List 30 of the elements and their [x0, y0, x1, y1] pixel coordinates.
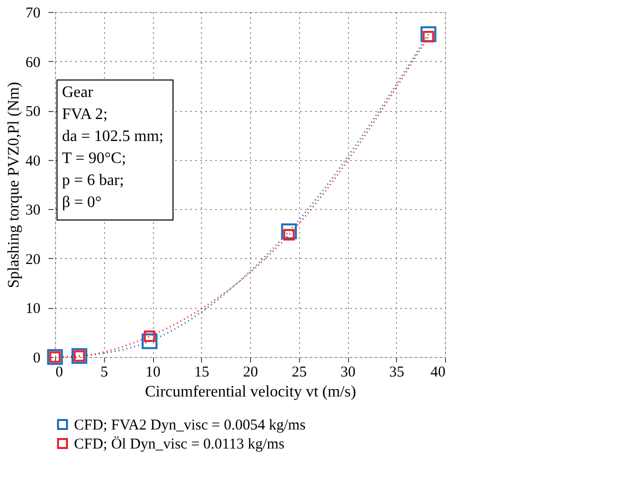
x-tick-label: 25	[292, 364, 307, 380]
point	[420, 26, 436, 42]
x-tick-label: 35	[389, 364, 404, 380]
y-tick-label: 20	[26, 252, 40, 268]
annotation: β = 0°	[62, 194, 102, 211]
x-tick-label: 40	[430, 364, 446, 380]
x-tick-label: 10	[146, 364, 160, 380]
point	[281, 223, 297, 240]
x-axis-title: Circumferential velocity vt (m/s)	[144, 384, 356, 400]
annotation: Gear	[62, 84, 94, 101]
annotation: T = 90°C;	[62, 150, 126, 167]
y-tick-label: 0	[33, 350, 40, 366]
x-tick-label: 0	[56, 364, 63, 380]
y-tick-label: 40	[26, 153, 40, 170]
point	[142, 333, 158, 350]
y-tick-label: 30	[26, 202, 40, 219]
y-tick-label: 60	[26, 54, 40, 71]
y-axis-title: Splashing torque PVZ0,Pl (Nm)	[6, 82, 22, 288]
annotation: FVA 2;	[62, 106, 108, 123]
x-tick-label: 30	[340, 364, 356, 380]
y-tick-label: 70	[26, 6, 40, 22]
x-tick-label: 5	[100, 364, 108, 380]
y-tick-label: 10	[26, 301, 40, 318]
x-tick-label: 20	[243, 364, 258, 380]
legend-label: CFD; FVA2 Dyn_visc = 0.0054 kg/ms	[74, 418, 306, 434]
y-tick-label: 50	[26, 104, 40, 120]
annotation: p = 6 bar;	[62, 172, 124, 189]
legend-label: CFD; Öl Dyn_visc = 0.0113 kg/ms	[74, 436, 285, 452]
annotation: da = 102.5 mm;	[62, 128, 164, 145]
x-tick-label: 15	[194, 364, 210, 380]
